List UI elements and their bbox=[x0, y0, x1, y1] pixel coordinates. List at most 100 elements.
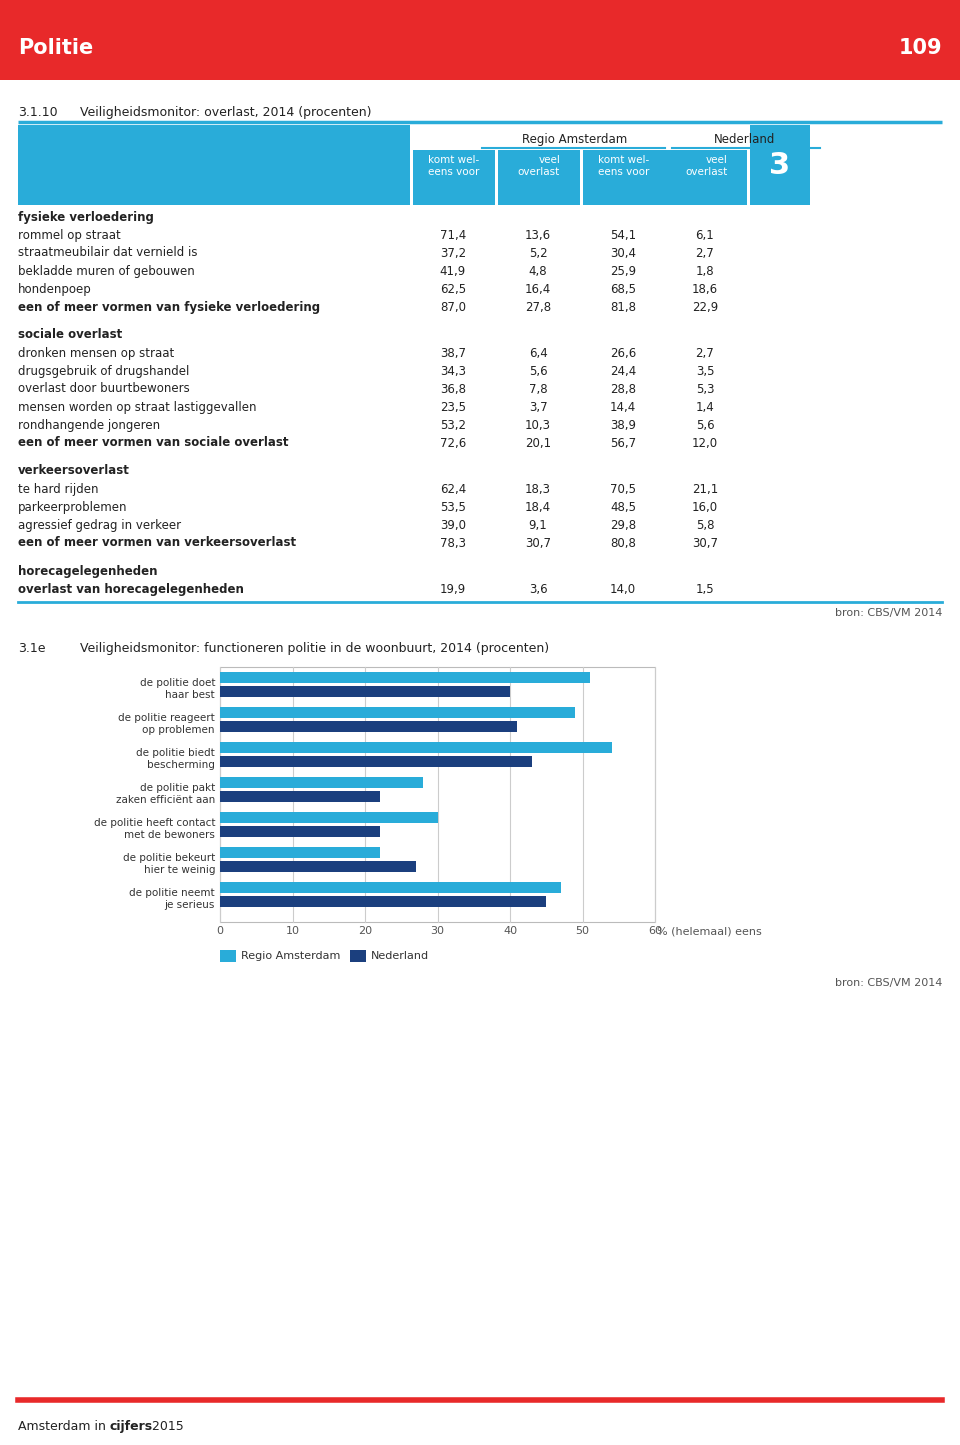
Text: de politie bekeurt
hier te weinig: de politie bekeurt hier te weinig bbox=[123, 853, 215, 874]
Text: 26,6: 26,6 bbox=[610, 347, 636, 360]
Text: 14,0: 14,0 bbox=[610, 582, 636, 595]
Text: fysieke verloedering: fysieke verloedering bbox=[18, 211, 154, 224]
Text: 62,4: 62,4 bbox=[440, 483, 467, 496]
Text: de politie biedt
bescherming: de politie biedt bescherming bbox=[136, 749, 215, 770]
Text: 3,5: 3,5 bbox=[696, 364, 714, 377]
Text: 16,0: 16,0 bbox=[692, 500, 718, 513]
Text: 1,4: 1,4 bbox=[696, 400, 714, 413]
Text: verkeersoverlast: verkeersoverlast bbox=[18, 464, 130, 477]
Text: 14,4: 14,4 bbox=[610, 400, 636, 413]
Text: 41,9: 41,9 bbox=[440, 264, 467, 277]
Text: de politie doet
haar best: de politie doet haar best bbox=[139, 678, 215, 699]
Bar bbox=[413, 150, 495, 205]
Text: 29,8: 29,8 bbox=[610, 519, 636, 532]
Text: de politie heeft contact
met de bewoners: de politie heeft contact met de bewoners bbox=[93, 818, 215, 840]
Text: 2015: 2015 bbox=[148, 1420, 183, 1433]
Text: 72,6: 72,6 bbox=[440, 436, 467, 449]
Text: 30,7: 30,7 bbox=[525, 536, 551, 549]
Text: 3,6: 3,6 bbox=[529, 582, 547, 595]
Text: overlast van horecagelegenheden: overlast van horecagelegenheden bbox=[18, 582, 244, 595]
Text: 6,1: 6,1 bbox=[696, 228, 714, 241]
Text: 62,5: 62,5 bbox=[440, 283, 466, 295]
Text: komt wel-
eens voor: komt wel- eens voor bbox=[428, 155, 480, 178]
Bar bbox=[350, 949, 366, 962]
Text: de politie reageert
op problemen: de politie reageert op problemen bbox=[118, 714, 215, 736]
Bar bbox=[220, 668, 655, 922]
Bar bbox=[748, 150, 750, 205]
Text: hondenpoep: hondenpoep bbox=[18, 283, 92, 295]
Text: 109: 109 bbox=[899, 38, 942, 58]
Text: 5,6: 5,6 bbox=[696, 419, 714, 432]
Text: 5,8: 5,8 bbox=[696, 519, 714, 532]
Text: 10,3: 10,3 bbox=[525, 419, 551, 432]
Bar bbox=[220, 881, 561, 893]
Bar bbox=[583, 150, 665, 205]
Text: 54,1: 54,1 bbox=[610, 228, 636, 241]
Text: 30,4: 30,4 bbox=[610, 247, 636, 260]
Text: 60: 60 bbox=[648, 926, 662, 936]
Text: 1,8: 1,8 bbox=[696, 264, 714, 277]
Text: 5,3: 5,3 bbox=[696, 383, 714, 396]
Text: mensen worden op straat lastiggevallen: mensen worden op straat lastiggevallen bbox=[18, 400, 256, 413]
Text: de politie pakt
zaken efficiënt aan: de politie pakt zaken efficiënt aan bbox=[116, 783, 215, 805]
Text: veel
overlast: veel overlast bbox=[684, 155, 727, 178]
Text: 20: 20 bbox=[358, 926, 372, 936]
Text: 53,5: 53,5 bbox=[440, 500, 466, 513]
Text: Regio Amsterdam: Regio Amsterdam bbox=[241, 951, 341, 961]
Text: Veiligheidsmonitor: functioneren politie in de woonbuurt, 2014 (procenten): Veiligheidsmonitor: functioneren politie… bbox=[80, 642, 549, 655]
Text: 78,3: 78,3 bbox=[440, 536, 466, 549]
Text: bekladde muren of gebouwen: bekladde muren of gebouwen bbox=[18, 264, 195, 277]
Text: rommel op straat: rommel op straat bbox=[18, 228, 121, 241]
Text: te hard rijden: te hard rijden bbox=[18, 483, 99, 496]
Bar bbox=[220, 741, 612, 753]
Text: 13,6: 13,6 bbox=[525, 228, 551, 241]
Text: sociale overlast: sociale overlast bbox=[18, 328, 122, 341]
Text: 87,0: 87,0 bbox=[440, 301, 466, 314]
Text: bron: CBS/VM 2014: bron: CBS/VM 2014 bbox=[834, 978, 942, 988]
Text: 24,4: 24,4 bbox=[610, 364, 636, 377]
Text: straatmeubilair dat vernield is: straatmeubilair dat vernield is bbox=[18, 247, 198, 260]
Text: 18,4: 18,4 bbox=[525, 500, 551, 513]
Text: agressief gedrag in verkeer: agressief gedrag in verkeer bbox=[18, 519, 181, 532]
Text: 18,3: 18,3 bbox=[525, 483, 551, 496]
Text: 5,6: 5,6 bbox=[529, 364, 547, 377]
Text: 34,3: 34,3 bbox=[440, 364, 466, 377]
Text: komt wel-
eens voor: komt wel- eens voor bbox=[598, 155, 650, 178]
Text: 3: 3 bbox=[769, 150, 791, 179]
Text: 50: 50 bbox=[575, 926, 589, 936]
Text: 20,1: 20,1 bbox=[525, 436, 551, 449]
Text: Nederland: Nederland bbox=[714, 133, 776, 146]
Text: 1,5: 1,5 bbox=[696, 582, 714, 595]
Text: cijfers: cijfers bbox=[110, 1420, 154, 1433]
Text: 38,9: 38,9 bbox=[610, 419, 636, 432]
Text: 7,8: 7,8 bbox=[529, 383, 547, 396]
Bar bbox=[220, 707, 575, 718]
Bar bbox=[220, 672, 589, 683]
Text: 10: 10 bbox=[285, 926, 300, 936]
Text: een of meer vormen van fysieke verloedering: een of meer vormen van fysieke verloeder… bbox=[18, 301, 320, 314]
Text: 21,1: 21,1 bbox=[692, 483, 718, 496]
Text: 37,2: 37,2 bbox=[440, 247, 466, 260]
Text: 30,7: 30,7 bbox=[692, 536, 718, 549]
Text: een of meer vormen van verkeersoverlast: een of meer vormen van verkeersoverlast bbox=[18, 536, 296, 549]
Text: Politie: Politie bbox=[18, 38, 93, 58]
Bar bbox=[220, 896, 546, 907]
Bar bbox=[220, 686, 510, 696]
Text: 36,8: 36,8 bbox=[440, 383, 466, 396]
Text: 5,2: 5,2 bbox=[529, 247, 547, 260]
Bar bbox=[220, 790, 379, 802]
Text: 23,5: 23,5 bbox=[440, 400, 466, 413]
Bar bbox=[220, 827, 379, 837]
Text: 48,5: 48,5 bbox=[610, 500, 636, 513]
Text: 71,4: 71,4 bbox=[440, 228, 467, 241]
Text: 19,9: 19,9 bbox=[440, 582, 467, 595]
Text: veel
overlast: veel overlast bbox=[517, 155, 560, 178]
Text: 4,8: 4,8 bbox=[529, 264, 547, 277]
Bar bbox=[220, 812, 438, 824]
Text: 68,5: 68,5 bbox=[610, 283, 636, 295]
Bar bbox=[498, 150, 580, 205]
Text: dronken mensen op straat: dronken mensen op straat bbox=[18, 347, 175, 360]
Text: % (helemaal) eens: % (helemaal) eens bbox=[657, 926, 761, 936]
Text: 27,8: 27,8 bbox=[525, 301, 551, 314]
Bar bbox=[0, 0, 960, 79]
